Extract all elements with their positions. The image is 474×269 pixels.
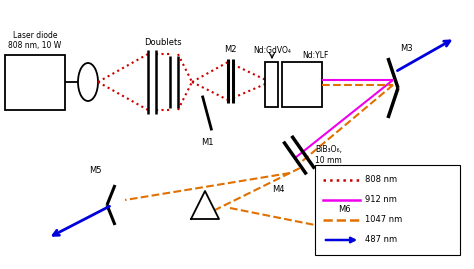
Text: 808 nm: 808 nm — [365, 175, 397, 185]
Text: M3: M3 — [400, 44, 412, 53]
Bar — [265, 62, 278, 107]
Text: Laser diode
808 nm, 10 W: Laser diode 808 nm, 10 W — [9, 31, 62, 50]
Text: Nd:YLF: Nd:YLF — [302, 51, 328, 60]
Text: 1047 nm: 1047 nm — [365, 215, 402, 225]
Text: M1: M1 — [201, 138, 213, 147]
Bar — [315, 165, 460, 255]
Text: Doublets: Doublets — [144, 38, 182, 47]
Text: Nd:GdVO₄: Nd:GdVO₄ — [253, 46, 291, 55]
Bar — [5, 55, 65, 110]
Text: 487 nm: 487 nm — [365, 235, 397, 245]
Text: M4: M4 — [272, 185, 284, 194]
Text: 912 nm: 912 nm — [365, 196, 397, 204]
Text: BiB₃O₆,
10 mm: BiB₃O₆, 10 mm — [315, 145, 342, 165]
Text: M5: M5 — [89, 166, 101, 175]
Text: M2: M2 — [224, 45, 236, 54]
Bar — [282, 62, 322, 107]
Text: M6: M6 — [337, 206, 350, 214]
